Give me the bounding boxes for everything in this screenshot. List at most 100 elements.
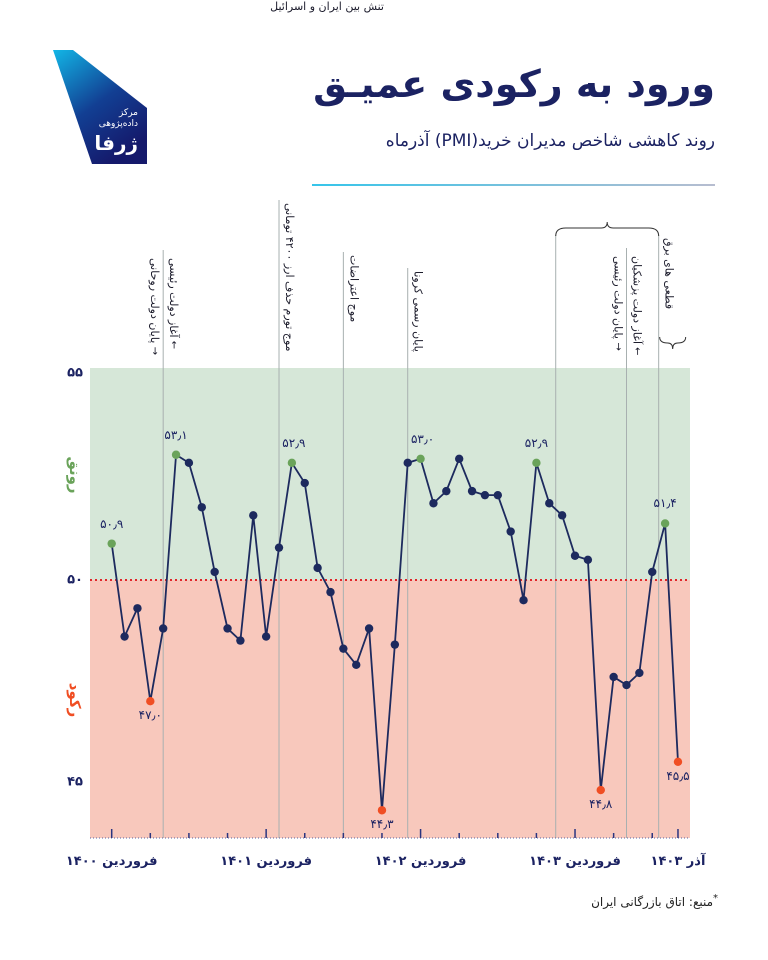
data-point [493,490,502,500]
data-point [442,486,451,496]
data-point [274,543,284,552]
data-point [609,672,618,682]
span-brace [555,221,660,237]
event-label-right: موج تورم حذف ارز ۴۲۰۰ تومانی [283,203,296,352]
arrow-up-icon: ← [631,344,643,356]
logo-shape [53,50,147,164]
data-point [570,551,580,560]
event-label-right: ← آغاز دولت رئیسی [167,258,180,349]
data-point [454,454,464,463]
data-point [635,668,644,678]
power-brace [659,336,687,350]
arrow-down-icon: → [612,342,624,351]
data-label: ۴۵٫۵ [666,768,690,783]
logo-line1: مرکز [118,108,138,118]
y-tick-label: ۴۵ [67,774,83,790]
data-point [236,636,245,645]
x-tick-label: فروردین ۱۴۰۰ [65,854,158,869]
zone-label-contraction: رکود [66,682,84,718]
event-label-right: موج اعتراضات [347,255,360,322]
data-point [364,624,374,633]
event-label-text: آغاز دولت پزشکیان [630,256,644,344]
data-point [300,478,309,488]
page-subtitle: روند کاهشی شاخص مدیران خرید(PMI) آذرماه [385,131,715,151]
event-label-right: ← آغاز دولت پزشکیان [631,256,644,356]
x-tick-label: فروردین ۱۴۰۱ [220,854,312,869]
x-tick-label: فروردین ۱۴۰۳ [529,854,621,869]
asterisk: * [713,893,718,904]
zone-label-expansion: رونق [66,456,84,494]
data-label: ۵۳٫۰ [410,431,435,446]
data-point [480,490,490,500]
data-point [146,697,155,706]
source-note: *منبع: اتاق بازرگانی ایران [591,893,718,909]
data-point [377,806,387,815]
data-point [339,644,348,653]
data-point [622,680,631,690]
data-label: ۴۴٫۸ [589,797,613,812]
y-tick-label: ۵۵ [67,365,83,381]
data-point [158,624,168,633]
data-point [287,458,297,468]
event-label-text: پایان دولت رئیسی [611,256,625,343]
data-point [673,757,683,766]
data-point [467,486,477,496]
data-label: ۴۷٫۰ [138,708,162,723]
data-point [648,567,657,577]
data-point [171,450,181,459]
data-label: ۵۲٫۹ [282,435,306,450]
data-label: ۵۰٫۹ [100,516,124,531]
data-point [326,587,335,597]
data-point [429,499,438,508]
arrow-up-icon: ← [168,337,180,350]
logo: مرکز داده‌پژوهی ژرفا [0,0,160,170]
arrow-down-icon: → [149,346,161,356]
data-point [249,511,258,520]
data-label: ۵۲٫۹ [524,435,549,450]
data-point [416,454,425,463]
data-label: ۵۳٫۱ [164,427,188,442]
span-label: تنش بین ایران و اسرائیل [270,0,384,13]
data-point [660,519,670,528]
event-label-left: → پایان دولت رئیسی [612,256,625,351]
event-label-text: قطعی های برق [662,238,676,310]
y-tick-label: ۵۰ [67,572,83,588]
x-tick-label: فروردین ۱۴۰۲ [374,854,467,869]
event-label-right: پایان رسمی کرونا [412,271,425,352]
event-label-right: قطعی های برق [663,238,676,309]
data-point [352,660,361,670]
data-point [107,539,116,548]
event-label-text: آغاز دولت رئیسی [167,258,181,338]
data-point [210,567,219,577]
expansion-zone [90,368,690,580]
data-point [403,458,412,468]
event-label-text: موج اعتراضات [347,255,361,323]
data-point [223,624,232,633]
data-point [184,458,194,468]
data-label: ۵۱٫۴ [653,496,677,511]
data-point [133,604,142,613]
data-point [557,511,567,520]
data-point [506,527,515,536]
data-point [313,563,322,573]
event-label-left: → پایان دولت روحانی [148,258,161,355]
event-label-text: پایان دولت روحانی [148,258,162,347]
x-tick-label: آذر ۱۴۰۳ [650,854,706,869]
data-point [532,458,541,468]
event-label-text: پایان رسمی کرونا [411,271,425,352]
data-point [120,632,129,641]
data-point [545,499,554,508]
data-label: ۴۴٫۳ [370,817,394,832]
data-point [583,555,593,564]
title-divider [312,184,715,186]
logo-line2: داده‌پژوهی [98,119,138,129]
source-text: منبع: اتاق بازرگانی ایران [591,895,713,909]
event-label-text: موج تورم حذف ارز ۴۲۰۰ تومانی [283,203,296,352]
data-point [261,632,271,641]
data-point [519,596,528,605]
data-point [197,503,206,512]
page-title: ورود به رکودی عمیـق [313,62,715,106]
logo-name: ژرفا [94,131,138,155]
